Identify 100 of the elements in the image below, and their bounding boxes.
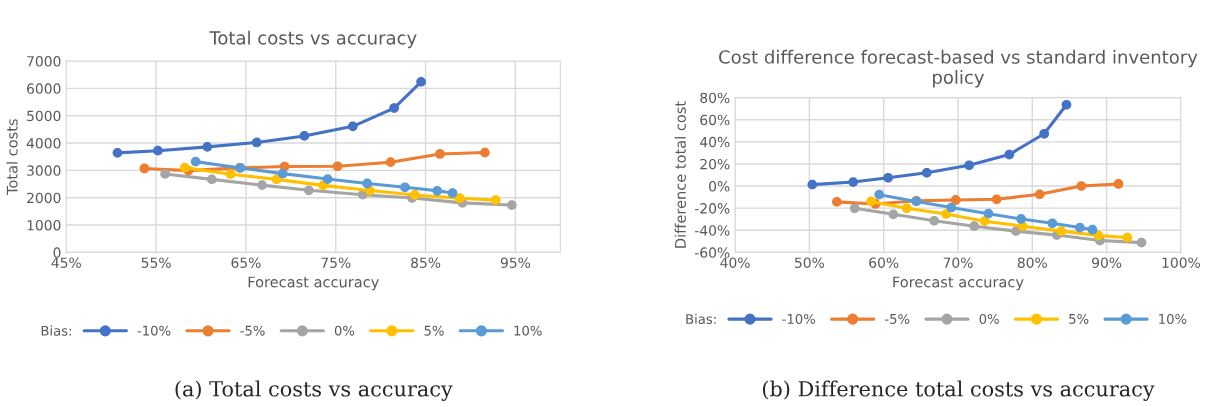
point xyxy=(506,200,517,210)
point xyxy=(1004,149,1015,160)
y-tick-label: 4000 xyxy=(26,138,61,149)
point xyxy=(389,103,400,113)
text: (b) Difference total costs vs accuracy xyxy=(762,380,1155,401)
point xyxy=(874,189,885,200)
legend-label: 5% xyxy=(424,325,444,336)
point xyxy=(1074,222,1085,233)
point xyxy=(299,131,310,141)
y-tick-label: 7000 xyxy=(27,56,61,67)
x-tick-label: 45% xyxy=(51,257,81,268)
x-tick-label: 60% xyxy=(869,257,899,268)
point xyxy=(139,163,150,174)
point xyxy=(1061,99,1072,110)
point xyxy=(1056,226,1067,236)
x-tick-label: 70% xyxy=(943,257,973,268)
point xyxy=(1016,214,1026,224)
point xyxy=(950,195,961,205)
point xyxy=(257,180,267,190)
point xyxy=(153,145,163,156)
point xyxy=(160,169,170,179)
y-tick-label: -20% xyxy=(694,203,730,214)
point xyxy=(277,168,288,179)
point xyxy=(883,172,893,183)
x-axis-title: Forecast accuracy xyxy=(893,276,1024,291)
point xyxy=(206,174,217,185)
x-tick-label: 40% xyxy=(720,257,750,268)
y-tick-label: 0% xyxy=(709,181,730,192)
point xyxy=(190,156,201,167)
legend-label: 5% xyxy=(1069,313,1089,324)
point xyxy=(416,76,426,87)
point xyxy=(347,121,358,132)
point xyxy=(991,194,1002,205)
y-tick-label: -40% xyxy=(694,225,730,236)
x-tick-label: 50% xyxy=(795,257,825,268)
y-tick-label: -60% xyxy=(694,247,730,258)
point xyxy=(964,160,974,171)
y-tick-label: 60% xyxy=(700,114,730,126)
y-tick-label: 40% xyxy=(700,136,730,148)
point xyxy=(435,149,445,159)
legend-title: Bias: xyxy=(686,313,716,325)
point xyxy=(901,203,912,214)
y-tick-label: 0 xyxy=(53,247,61,258)
point xyxy=(385,157,396,168)
y-tick-label: 2000 xyxy=(27,192,61,204)
point xyxy=(225,169,236,180)
point xyxy=(941,209,951,219)
x-tick-label: 65% xyxy=(231,257,261,268)
y-tick-label: 5000 xyxy=(27,110,61,122)
point xyxy=(969,221,980,232)
point xyxy=(921,167,932,178)
point xyxy=(202,142,213,152)
point xyxy=(362,178,373,189)
point xyxy=(454,193,465,204)
point xyxy=(303,185,314,196)
point xyxy=(1076,181,1087,191)
point xyxy=(983,208,994,219)
chart-title: Total costs vs accuracy xyxy=(209,30,417,49)
y-tick-label: 6000 xyxy=(27,83,61,94)
point xyxy=(332,161,343,172)
legend-title: Bias: xyxy=(41,325,71,336)
chart-title: Cost difference forecast-based vs standard inventory policy xyxy=(719,49,1198,88)
point xyxy=(251,137,262,148)
legend-label: -10% xyxy=(782,313,816,324)
point xyxy=(1113,179,1124,189)
point xyxy=(866,196,876,207)
legend-label: -10% xyxy=(137,325,171,336)
y-tick-label: 20% xyxy=(700,158,730,170)
point xyxy=(848,177,859,187)
point xyxy=(831,196,842,207)
y-tick-label: 80% xyxy=(700,92,730,104)
point xyxy=(849,203,860,214)
point xyxy=(1087,224,1098,235)
point xyxy=(432,185,443,196)
x-tick-label: 100% xyxy=(1162,257,1200,268)
point xyxy=(1034,189,1045,200)
legend-label: 0% xyxy=(979,313,999,324)
point xyxy=(480,147,490,158)
legend-label: -5% xyxy=(885,313,910,324)
x-tick-label: 80% xyxy=(1017,257,1047,268)
x-tick-label: 95% xyxy=(500,257,531,268)
point xyxy=(1039,128,1050,139)
point xyxy=(929,215,940,226)
text: (a) Total costs vs accuracy xyxy=(175,380,453,401)
point xyxy=(447,188,458,198)
x-tick-label: 55% xyxy=(141,257,171,268)
x-axis-title: Forecast accuracy xyxy=(248,276,379,291)
y-axis-title: Difference total cost xyxy=(674,101,686,248)
point xyxy=(1136,237,1147,248)
point xyxy=(946,202,957,213)
x-tick-label: 85% xyxy=(411,257,441,268)
point xyxy=(179,162,190,173)
legend-label: 0% xyxy=(334,325,355,336)
point xyxy=(322,174,333,184)
y-axis-title: Total costs xyxy=(6,119,18,196)
legend-label: 10% xyxy=(514,325,542,336)
point xyxy=(1047,218,1058,229)
point xyxy=(888,209,899,220)
point xyxy=(807,179,818,190)
point xyxy=(979,216,990,227)
